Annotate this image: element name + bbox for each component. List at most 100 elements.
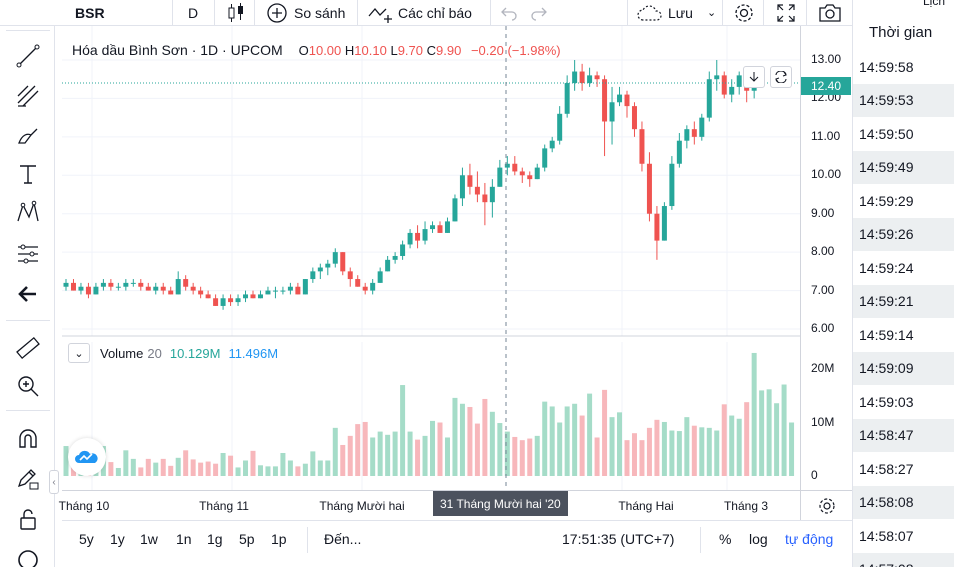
volume-bar (355, 424, 361, 476)
candle-body (70, 282, 76, 291)
open-value: 10.00 (308, 43, 342, 58)
volume-bar (437, 422, 443, 476)
edit-lock-icon[interactable] (12, 465, 44, 493)
candle-body (459, 175, 465, 199)
goto-date-button[interactable]: Đến... (324, 531, 362, 547)
candle-body (691, 129, 697, 137)
candle-body (310, 271, 316, 280)
toolbar-divider (490, 0, 491, 26)
candle-body (564, 83, 570, 114)
redo-button[interactable] (530, 0, 548, 25)
prediction-icon[interactable] (12, 240, 44, 268)
symbol-search[interactable]: BSR (75, 4, 105, 21)
range-5y[interactable]: 5y (79, 531, 94, 547)
range-1p[interactable]: 1p (271, 531, 287, 547)
volume-bar (265, 466, 271, 476)
candle-body (467, 175, 473, 187)
toolbar-divider (254, 0, 255, 26)
magnet-icon[interactable] (12, 425, 44, 453)
candle-body (444, 221, 450, 233)
candle-body (504, 163, 510, 168)
brush-icon[interactable] (12, 122, 44, 150)
text-tool-icon[interactable] (12, 160, 44, 188)
undo-icon (501, 7, 517, 21)
volume-bar (534, 435, 540, 476)
tradingview-logo[interactable] (68, 438, 106, 476)
history-tab[interactable]: Lịch (923, 0, 946, 8)
toolbar-divider (172, 0, 173, 26)
volume-bar (362, 421, 368, 476)
fullscreen-button[interactable] (776, 0, 796, 25)
chart-settings-button[interactable] (800, 490, 852, 520)
save-button[interactable]: Lưu ⌄ (636, 0, 716, 25)
percent-scale-toggle[interactable]: % (719, 531, 732, 547)
candle-body (355, 279, 361, 287)
indicators-button[interactable]: Các chỉ báo (368, 0, 472, 25)
candle-body (474, 186, 480, 195)
volume-bar (594, 437, 600, 476)
auto-scale-toggle[interactable]: tự động (785, 531, 834, 547)
volume-bar (467, 406, 473, 476)
ruler-icon[interactable] (12, 334, 44, 362)
time-axis[interactable]: Tháng 10 Tháng 11 Tháng Mười hai Tháng Hai T… (59, 490, 800, 520)
candle-body (661, 206, 667, 241)
volume-bar (183, 450, 189, 476)
undo-button[interactable] (500, 0, 518, 25)
volume-bar (617, 412, 623, 476)
collapse-volume-button[interactable]: ⌄ (68, 343, 90, 363)
price-tick-label: 6.00 (811, 321, 835, 335)
fib-retracement-icon[interactable] (12, 82, 44, 110)
volume-bar (325, 460, 331, 476)
candle-body (280, 290, 286, 292)
volume-bar (684, 417, 690, 476)
candle-body (437, 225, 443, 233)
chevron-down-icon: ⌄ (74, 347, 84, 360)
time-row: 14:59:24 (859, 259, 914, 276)
range-1g[interactable]: 1g (207, 531, 223, 547)
log-scale-toggle[interactable]: log (749, 531, 768, 547)
range-1n[interactable]: 1n (176, 531, 192, 547)
settings-button[interactable] (733, 0, 755, 25)
candle-style-button[interactable] (226, 0, 246, 25)
lock-icon[interactable] (12, 505, 44, 533)
price-chart[interactable] (62, 26, 800, 490)
open-label: O (298, 43, 309, 58)
chevron-down-icon: ⌄ (706, 7, 717, 19)
candle-body (190, 286, 196, 291)
compare-button[interactable]: So sánh (266, 0, 345, 25)
range-1w[interactable]: 1w (140, 531, 158, 547)
volume-bar (243, 460, 249, 476)
volume-bar (235, 467, 241, 476)
series-legend: Hóa dầu Bình Sơn · 1D · UPCOM O10.00 H10… (72, 42, 561, 58)
scroll-down-button[interactable] (743, 66, 765, 88)
price-scale[interactable]: 13.00 12.00 11.00 10.00 9.00 8.00 7.00 6.00 20M 1… (800, 26, 852, 490)
arrow-left-icon[interactable] (12, 280, 44, 308)
volume-bar (549, 406, 555, 476)
range-5p[interactable]: 5p (239, 531, 255, 547)
chart-pane[interactable] (62, 26, 800, 490)
candle-body (422, 229, 428, 241)
volume-bar (744, 402, 750, 476)
eye-icon[interactable] (12, 545, 44, 567)
snapshot-button[interactable] (818, 0, 842, 25)
candle-body (153, 286, 159, 291)
volume-bar (220, 452, 226, 476)
candle-body (265, 290, 271, 295)
reset-chart-button[interactable] (770, 66, 792, 88)
trend-line-icon[interactable] (12, 42, 44, 70)
candle-body (587, 75, 593, 84)
time-row: 14:59:09 (853, 351, 954, 385)
zoom-in-icon[interactable] (12, 372, 44, 400)
range-1y[interactable]: 1y (110, 531, 125, 547)
clock-timezone[interactable]: 17:51:35 (UTC+7) (562, 531, 675, 547)
interval-selector[interactable]: D (188, 4, 199, 21)
candle-body (609, 102, 615, 122)
volume-bar (317, 460, 323, 476)
candle-body (579, 71, 585, 84)
candle-body (340, 252, 346, 272)
collapse-toolbar-handle[interactable]: ‹ (49, 470, 59, 494)
pattern-icon[interactable] (12, 198, 44, 226)
time-tick-label: Tháng Mười hai (319, 499, 405, 513)
volume-bar (706, 427, 712, 476)
current-price-label: 12.40 (801, 77, 851, 95)
